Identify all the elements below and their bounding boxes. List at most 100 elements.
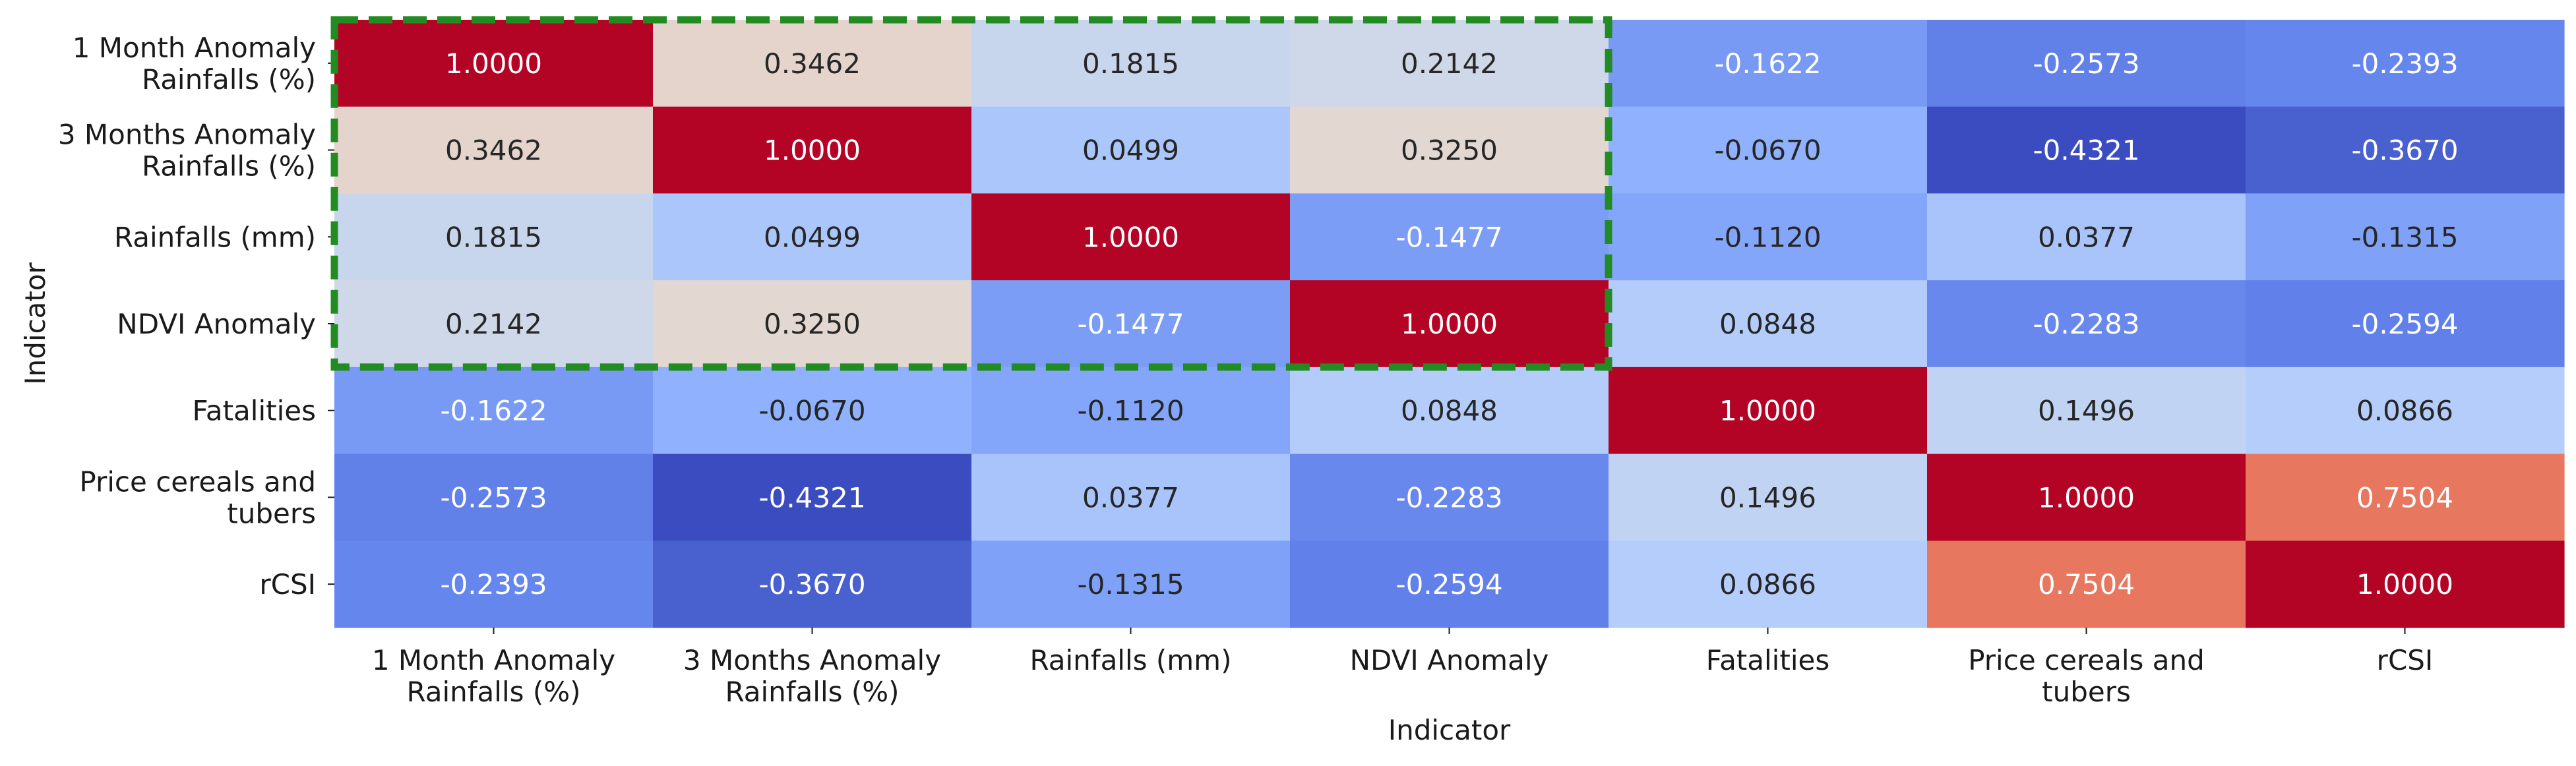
x-tick-label-3: NDVI Anomaly bbox=[1350, 644, 1549, 676]
y-tick-label-6: rCSI bbox=[259, 568, 316, 601]
cell-value-label-r4-c2: -0.1120 bbox=[1077, 395, 1184, 427]
x-axis-ticks: 1 Month Anomaly Rainfalls (%) 3 Months Ano… bbox=[372, 628, 2433, 708]
cell-value-label-r4-c5: 0.1496 bbox=[2038, 395, 2135, 427]
heatmap-cell-r2-c4 bbox=[1609, 193, 1928, 281]
cell-value-label-r1-c1: 1.0000 bbox=[764, 134, 861, 167]
cell-value-label-r6-c0: -0.2393 bbox=[440, 568, 547, 601]
heatmap-cell-r1-c1 bbox=[653, 106, 972, 194]
cell-value-label-r5-c6: 0.7504 bbox=[2356, 481, 2453, 514]
heatmap-cell-r6-c6 bbox=[2246, 541, 2565, 628]
heatmap-cell-r3-c0 bbox=[334, 280, 654, 368]
y-tick-label-5: Price cereals and tubers bbox=[79, 465, 316, 529]
heatmap-cell-r5-c6 bbox=[2246, 454, 2565, 541]
heatmap-cell-r0-c5 bbox=[1927, 20, 2246, 107]
heatmap-cell-r4-c4 bbox=[1609, 367, 1928, 455]
x-tick-label-2: Rainfalls (mm) bbox=[1030, 644, 1232, 676]
cell-value-label-r4-c3: 0.0848 bbox=[1401, 395, 1498, 427]
heatmap-cell-r3-c3 bbox=[1290, 280, 1609, 368]
heatmap-cell-labels: 1.0000 0.3462 0.1815 0.2142 -0.1622 -0.2573 -0… bbox=[440, 47, 2458, 601]
heatmap-cell-r0-c2 bbox=[971, 20, 1291, 107]
x-tick-label-5: Price cereals and tubers bbox=[1968, 644, 2205, 708]
cell-value-label-r0-c6: -0.2393 bbox=[2351, 47, 2458, 80]
heatmap-cell-r6-c4 bbox=[1609, 541, 1928, 628]
cell-value-label-r5-c5: 1.0000 bbox=[2038, 481, 2135, 514]
heatmap-cell-r2-c2 bbox=[971, 193, 1291, 281]
cell-value-label-r2-c4: -0.1120 bbox=[1714, 221, 1821, 253]
cell-value-label-r5-c3: -0.2283 bbox=[1395, 481, 1502, 514]
heatmap-cell-r4-c3 bbox=[1290, 367, 1609, 455]
highlight-region bbox=[330, 16, 1612, 371]
cell-value-label-r2-c2: 1.0000 bbox=[1082, 221, 1179, 253]
cell-value-label-r0-c2: 0.1815 bbox=[1082, 47, 1179, 80]
heatmap-cell-r6-c5 bbox=[1927, 541, 2246, 628]
cell-value-label-r2-c6: -0.1315 bbox=[2351, 221, 2458, 253]
heatmap-cell-r2-c3 bbox=[1290, 193, 1609, 281]
heatmap-cell-r1-c2 bbox=[971, 106, 1291, 194]
cell-value-label-r6-c4: 0.0866 bbox=[1719, 568, 1816, 601]
cell-value-label-r1-c4: -0.0670 bbox=[1714, 134, 1821, 167]
heatmap-cell-r2-c0 bbox=[334, 193, 654, 281]
heatmap-cell-r1-c6 bbox=[2246, 106, 2565, 194]
cell-value-label-r1-c0: 0.3462 bbox=[445, 134, 542, 167]
y-axis-title: Indicator bbox=[19, 262, 51, 384]
cell-value-label-r0-c1: 0.3462 bbox=[764, 47, 861, 80]
cell-value-label-r3-c2: -0.1477 bbox=[1077, 308, 1184, 340]
cell-value-label-r2-c0: 0.1815 bbox=[445, 221, 542, 253]
x-tick-label-0: 1 Month Anomaly Rainfalls (%) bbox=[372, 644, 615, 708]
cell-value-label-r5-c1: -0.4321 bbox=[758, 481, 865, 514]
heatmap-cell-r4-c6 bbox=[2246, 367, 2565, 455]
y-tick-label-3: NDVI Anomaly bbox=[117, 308, 316, 340]
cell-value-label-r2-c3: -0.1477 bbox=[1395, 221, 1502, 253]
heatmap-cell-r4-c2 bbox=[971, 367, 1291, 455]
cell-value-label-r0-c3: 0.2142 bbox=[1401, 47, 1498, 80]
y-axis-ticks: 1 Month Anomaly Rainfalls (%) 3 Months Ano… bbox=[58, 32, 334, 601]
heatmap-cell-r6-c0 bbox=[334, 541, 654, 628]
cell-value-label-r4-c4: 1.0000 bbox=[1719, 395, 1816, 427]
heatmap-cell-r1-c3 bbox=[1290, 106, 1609, 194]
cell-value-label-r3-c4: 0.0848 bbox=[1719, 308, 1816, 340]
heatmap-cell-r2-c1 bbox=[653, 193, 972, 281]
heatmap-cell-r6-c2 bbox=[971, 541, 1291, 628]
cell-value-label-r5-c4: 0.1496 bbox=[1719, 481, 1816, 514]
cell-value-label-r2-c1: 0.0499 bbox=[764, 221, 861, 253]
heatmap-cell-r0-c4 bbox=[1609, 20, 1928, 107]
cell-value-label-r1-c6: -0.3670 bbox=[2351, 134, 2458, 167]
cell-value-label-r4-c1: -0.0670 bbox=[758, 395, 865, 427]
heatmap-cell-r0-c3 bbox=[1290, 20, 1609, 107]
x-axis-title: Indicator bbox=[1388, 714, 1511, 746]
heatmap-cell-r3-c2 bbox=[971, 280, 1291, 368]
heatmap-cell-r0-c1 bbox=[653, 20, 972, 107]
heatmap-cell-r6-c1 bbox=[653, 541, 972, 628]
heatmap-cell-r1-c0 bbox=[334, 106, 654, 194]
x-tick-label-1: 3 Months Anomaly Rainfalls (%) bbox=[683, 644, 941, 708]
heatmap-cell-r4-c1 bbox=[653, 367, 972, 455]
heatmap-cell-r4-c5 bbox=[1927, 367, 2246, 455]
heatmap-cell-r5-c2 bbox=[971, 454, 1291, 541]
cell-value-label-r1-c3: 0.3250 bbox=[1401, 134, 1498, 167]
heatmap-cell-r2-c6 bbox=[2246, 193, 2565, 281]
cell-value-label-r6-c6: 1.0000 bbox=[2356, 568, 2453, 601]
cell-value-label-r4-c0: -0.1622 bbox=[440, 395, 547, 427]
cell-value-label-r3-c0: 0.2142 bbox=[445, 308, 542, 340]
x-tick-label-6: rCSI bbox=[2377, 644, 2434, 676]
cell-value-label-r3-c6: -0.2594 bbox=[2351, 308, 2458, 340]
cell-value-label-r3-c3: 1.0000 bbox=[1401, 308, 1498, 340]
cell-value-label-r3-c5: -0.2283 bbox=[2033, 308, 2139, 340]
cell-value-label-r1-c2: 0.0499 bbox=[1082, 134, 1179, 167]
heatmap-cells bbox=[334, 20, 2565, 628]
heatmap-cell-r4-c0 bbox=[334, 367, 654, 455]
cell-value-label-r0-c0: 1.0000 bbox=[445, 47, 542, 80]
y-tick-label-1: 3 Months Anomaly Rainfalls (%) bbox=[58, 119, 316, 183]
heatmap-cell-r0-c0 bbox=[334, 20, 654, 107]
heatmap-cell-r1-c4 bbox=[1609, 106, 1928, 194]
x-tick-label-4: Fatalities bbox=[1706, 644, 1829, 676]
heatmap-cell-r0-c6 bbox=[2246, 20, 2565, 107]
heatmap-cell-r3-c5 bbox=[1927, 280, 2246, 368]
cell-value-label-r5-c0: -0.2573 bbox=[440, 481, 547, 514]
heatmap-cell-r2-c5 bbox=[1927, 193, 2246, 281]
heatmap-cell-r6-c3 bbox=[1290, 541, 1609, 628]
highlight-dashed-box bbox=[330, 16, 1612, 371]
cell-value-label-r0-c4: -0.1622 bbox=[1714, 47, 1821, 80]
cell-value-label-r6-c3: -0.2594 bbox=[1395, 568, 1502, 601]
